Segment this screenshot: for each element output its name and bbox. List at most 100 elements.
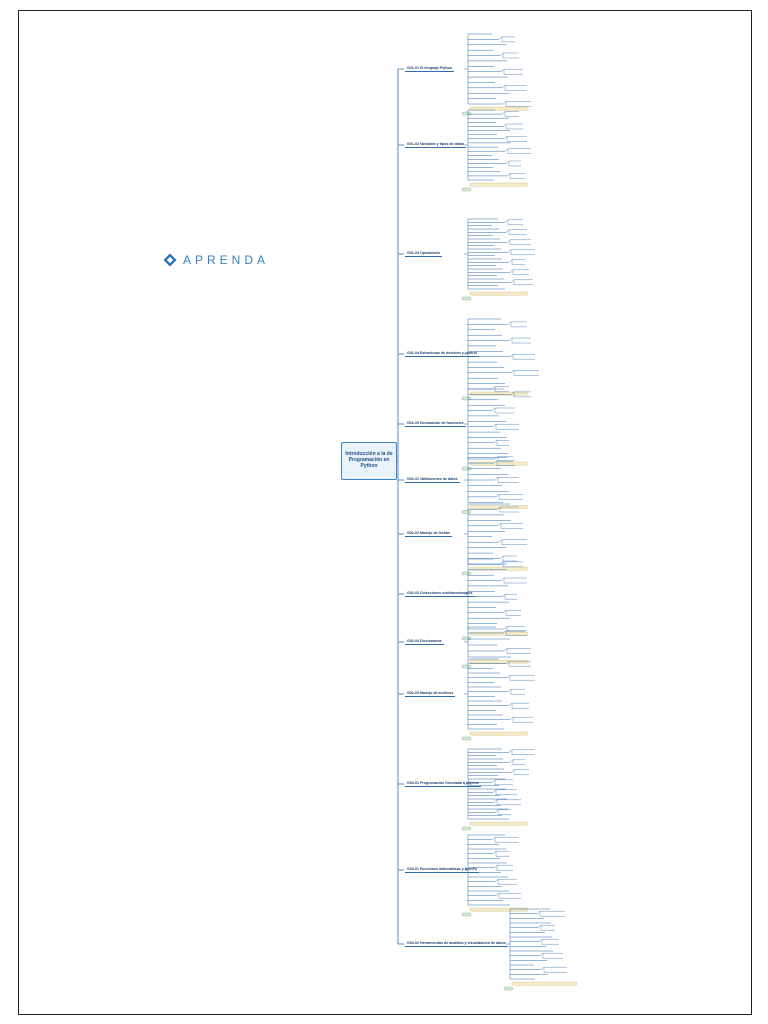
note-box	[469, 631, 529, 636]
sub-leaf-line	[502, 123, 523, 130]
subtree-trunk	[464, 219, 469, 289]
sub-leaf-line	[510, 279, 533, 285]
sub-leaf-line	[505, 661, 531, 667]
subtree-trunk	[464, 749, 469, 819]
sub-leaf-line	[509, 759, 525, 765]
subtree-trunk	[464, 627, 469, 657]
sub-leaf-line	[491, 407, 515, 414]
note-box	[469, 566, 529, 571]
sub-leaf-line	[491, 386, 509, 392]
sub-leaf-line	[506, 173, 525, 179]
branch-label[interactable]: G02-05 Manejo de archivos	[405, 691, 456, 697]
sub-leaf-line	[494, 456, 513, 462]
note-box	[469, 106, 529, 111]
note-box	[511, 981, 578, 986]
sub-leaf-line	[508, 259, 525, 265]
sub-leaf-line	[508, 337, 531, 344]
branch-label[interactable]: G02-03 Colecciones unidimensionales	[405, 591, 475, 597]
sub-leaf-line	[506, 675, 535, 681]
sub-leaf-line	[495, 494, 523, 500]
tag-badge	[461, 664, 472, 669]
sub-leaf-line	[540, 967, 567, 973]
note-box	[469, 461, 529, 466]
sub-leaf-line	[499, 52, 519, 59]
sub-leaf-line	[510, 391, 531, 398]
logo-text: APRENDA	[183, 253, 270, 267]
root-title: Introducción a la de Programación en Pyt…	[345, 451, 393, 469]
sub-leaf-line	[498, 36, 515, 43]
sub-leaf-line	[491, 837, 519, 843]
note-box	[469, 659, 529, 664]
sub-leaf-line	[539, 953, 563, 959]
note-box	[469, 505, 529, 509]
branch-label[interactable]: G01-01 El lenguaje Python	[405, 66, 455, 72]
tag-badge	[461, 826, 472, 831]
sub-leaf-line	[509, 269, 529, 275]
tag-badge	[461, 296, 472, 301]
note-box	[469, 821, 529, 826]
tag-badge	[461, 396, 472, 401]
note-box	[469, 391, 529, 396]
sub-leaf-line	[501, 85, 527, 91]
subtree-trunk	[506, 909, 511, 979]
sub-leaf-line	[495, 893, 521, 899]
sub-leaf-line	[502, 610, 521, 616]
tag-badge	[503, 986, 514, 991]
tag-badge	[461, 736, 472, 741]
subtree-trunk	[464, 559, 469, 629]
subtree-trunk	[464, 34, 469, 104]
sub-leaf-line	[499, 555, 517, 562]
sub-leaf-line	[499, 561, 523, 568]
sub-leaf-line	[503, 648, 531, 654]
subtree-trunk	[464, 389, 469, 459]
subtree-trunk	[464, 457, 469, 503]
branch-label[interactable]: G01-02 Variables y tipos de datos	[405, 142, 467, 148]
branch-label[interactable]: G03-02 Herramientas de analítica y visua…	[405, 941, 508, 947]
sub-leaf-line	[492, 424, 519, 430]
sub-leaf-line	[498, 539, 527, 545]
branch-label[interactable]: G03-01 Programación Orientada a objetos	[405, 781, 481, 787]
sub-leaf-line	[504, 219, 523, 225]
sub-leaf-line	[504, 148, 531, 154]
sub-leaf-line	[505, 160, 521, 167]
sub-leaf-line	[492, 789, 517, 795]
subtree-trunk	[464, 319, 469, 389]
tag-badge	[461, 510, 472, 514]
sub-leaf-line	[537, 925, 555, 931]
sub-leaf-line	[502, 101, 531, 107]
sub-leaf-line	[505, 229, 527, 235]
tag-badge	[461, 636, 472, 641]
subtree-trunk	[464, 504, 469, 564]
sub-leaf-line	[502, 630, 527, 636]
sub-leaf-line	[536, 911, 565, 917]
sub-leaf-line	[493, 865, 513, 871]
subtree-trunk	[464, 110, 469, 180]
sub-leaf-line	[494, 809, 511, 815]
note-box	[469, 731, 529, 736]
sub-leaf-line	[493, 460, 515, 466]
sub-leaf-line	[501, 111, 519, 117]
sub-leaf-line	[500, 577, 527, 584]
sub-leaf-line	[538, 939, 559, 945]
sub-leaf-line	[493, 440, 509, 446]
sub-leaf-line	[503, 626, 525, 632]
note-box	[469, 182, 529, 187]
tag-badge	[461, 111, 472, 116]
sub-leaf-line	[507, 689, 525, 695]
sub-leaf-line	[494, 477, 519, 483]
root-node[interactable]: Introducción a la de Programación en Pyt…	[341, 442, 397, 480]
diamond-logo-icon	[163, 253, 177, 267]
sub-leaf-line	[507, 321, 527, 328]
branch-label[interactable]: G01-03 Operadores	[405, 251, 443, 257]
sub-leaf-line	[496, 506, 519, 513]
branch-label[interactable]: G01-05 Declaración de funciones	[405, 421, 466, 427]
branch-label[interactable]: G01-04 Estructuras de decisión y control	[405, 351, 479, 357]
sub-leaf-line	[501, 594, 517, 600]
sub-leaf-line	[509, 354, 535, 360]
branch-label[interactable]: G02-01 Validaciones de datos	[405, 477, 460, 483]
sub-leaf-line	[503, 136, 527, 142]
sub-leaf-line	[506, 239, 531, 245]
branch-label[interactable]: G03-01 Funciones matemáticas y NumPy	[405, 867, 480, 873]
branch-label[interactable]: G02-04 Diccionarios	[405, 639, 444, 645]
branch-label[interactable]: G02-02 Manejo de fechas	[405, 531, 452, 537]
